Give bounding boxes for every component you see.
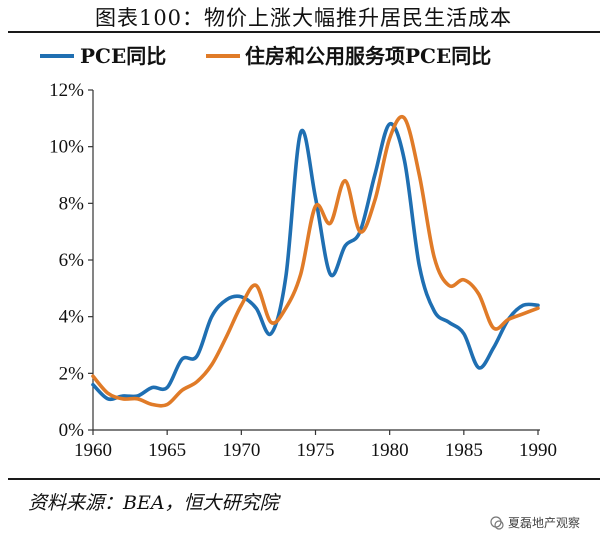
x-tick-label: 1975	[297, 440, 335, 461]
legend-label-2: 住房和公用服务项PCE同比	[245, 44, 491, 68]
x-tick-label: 1985	[445, 440, 483, 461]
source-rule	[8, 478, 600, 480]
chart-title: 图表100：物价上涨大幅推升居民生活成本	[94, 6, 513, 30]
y-tick-label: 0%	[59, 420, 85, 441]
source-note: 资料来源：BEA，恒大研究院	[28, 492, 279, 514]
x-tick-label: 1980	[371, 440, 409, 461]
series-line-2	[91, 115, 540, 408]
watermark: 夏磊地产观察	[490, 514, 580, 531]
legend-label-1: PCE同比	[80, 44, 166, 68]
x-tick-label: 1970	[222, 440, 260, 461]
x-tick-label: 1990	[519, 440, 557, 461]
x-tick-label: 1965	[148, 440, 186, 461]
y-tick-label: 12%	[49, 80, 84, 101]
y-tick-label: 8%	[59, 193, 85, 214]
y-tick-label: 4%	[59, 307, 85, 328]
title-rule	[8, 31, 600, 33]
wechat-icon	[490, 515, 504, 530]
axes: 0% 2% 4% 6% 8% 10% 12% 1960 1965 1970 1975 1980 1985…	[49, 80, 557, 461]
line-chart: PCE同比 住房和公用服务项PCE同比 0% 2% 4% 6% 8% 10% 12% 1960 1…	[40, 44, 557, 461]
series-layer	[91, 115, 540, 408]
y-tick-label: 6%	[59, 250, 85, 271]
y-tick-label: 10%	[49, 137, 84, 158]
series-line-1	[91, 122, 540, 402]
x-tick-label: 1960	[74, 440, 112, 461]
legend: PCE同比 住房和公用服务项PCE同比	[40, 44, 491, 68]
watermark-text: 夏磊地产观察	[508, 516, 581, 530]
y-tick-label: 2%	[59, 363, 85, 384]
